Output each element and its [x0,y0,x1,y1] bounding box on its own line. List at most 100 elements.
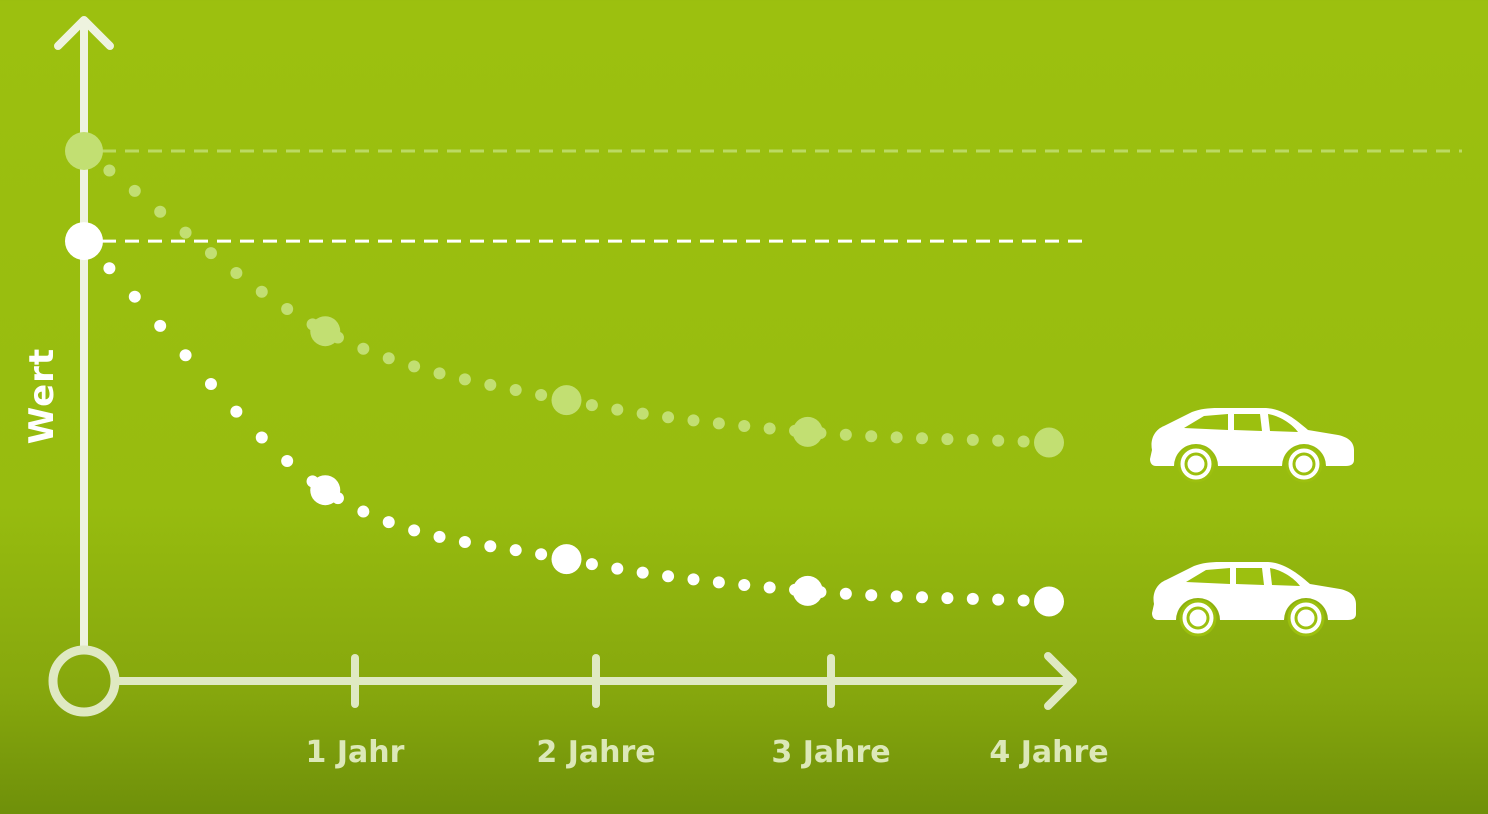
x-tick-label: 2 Jahre [536,735,656,770]
curve-dot [103,164,116,177]
car-window [1270,568,1300,586]
curve-dot [738,419,751,432]
curve-dot [179,226,192,239]
curve-dot [687,573,700,586]
curve-dot [1017,594,1030,607]
curve-dot [712,417,725,430]
x-axis-arrow-icon [1044,652,1077,710]
curve-dot [382,516,395,529]
curve-dot [357,342,370,355]
curve-dot [357,505,370,518]
series-group [65,132,1462,617]
data-point [551,544,582,575]
curve-dot [712,576,725,589]
curve-dot [687,414,700,427]
curve-dot [154,319,167,332]
x-tick-label: 1 Jahr [305,735,405,770]
curve-dot [408,524,421,537]
data-point [65,222,103,261]
curve-dot [230,405,243,418]
curve-dot [611,403,624,416]
data-point [792,575,823,606]
data-point [310,475,341,506]
curve-dot [839,428,852,441]
curve-dot [281,302,294,315]
y-axis-label: Wert [22,347,62,445]
curve-dot [204,247,217,260]
curve-dot [255,431,268,444]
curve-dot [662,570,675,583]
curve-dot [535,388,548,401]
curve-dot [204,378,217,391]
curve-dot [458,535,471,548]
curve-dot [763,422,776,435]
curve-dot [281,454,294,467]
curve-dot [128,184,141,197]
curve-dot [916,591,929,604]
curve-dot [585,399,598,412]
curve-dot [662,411,675,424]
curve-dot [484,540,497,553]
curve-dot [458,373,471,386]
curve-dot [128,290,141,303]
car-window [1184,414,1228,430]
data-point [310,316,341,347]
curve-dot [916,432,929,445]
curve-dot [966,592,979,605]
curve-dot [839,587,852,600]
curve-dot [154,205,167,218]
station-wagon-icon [1150,408,1354,483]
origin-circle [48,645,120,717]
curve-dot [509,383,522,396]
car-hub [1186,606,1210,630]
curve-dot [941,433,954,446]
curve-dot [992,434,1005,447]
car-hub [1184,452,1208,476]
curve-dot [509,544,522,557]
y-axis-arrow-icon [54,16,114,50]
data-point [65,132,103,170]
car-icons [1150,408,1356,637]
data-point [1034,586,1064,617]
curve-dot [408,360,421,373]
car-window [1236,568,1264,585]
station-wagon-icon [1152,562,1356,637]
x-tick-label: 4 Jahre [989,735,1109,770]
data-point [551,385,582,416]
curve-dot [865,430,878,443]
curve-dot [382,352,395,365]
curve-dot [890,590,903,603]
curve-dot [966,433,979,446]
series-1 [65,132,1462,458]
x-ticks [351,654,835,708]
curve-dot [585,558,598,571]
curve-dot [103,262,116,275]
curve-dot [1017,435,1030,448]
curve-dot [535,548,548,561]
curve-dot [763,581,776,594]
curve-dot [992,593,1005,606]
curve-dot [230,266,243,279]
curve-dot [865,589,878,602]
curve-dot [484,378,497,391]
data-point [1034,427,1064,458]
car-window [1234,414,1262,431]
car-window [1268,414,1298,432]
curve-dot [636,407,649,420]
series-2 [65,222,1086,617]
curve-dot [636,566,649,579]
car-window [1186,568,1230,584]
x-tick-label: 3 Jahre [771,735,891,770]
curve-dot [179,349,192,362]
car-hub [1294,606,1318,630]
curve-dot [890,431,903,444]
curve-dot [433,530,446,543]
axes [48,16,1077,717]
curve-dot [433,367,446,380]
curve-dot [255,285,268,298]
data-point [792,416,823,447]
curve-dot [738,578,751,591]
car-hub [1292,452,1316,476]
